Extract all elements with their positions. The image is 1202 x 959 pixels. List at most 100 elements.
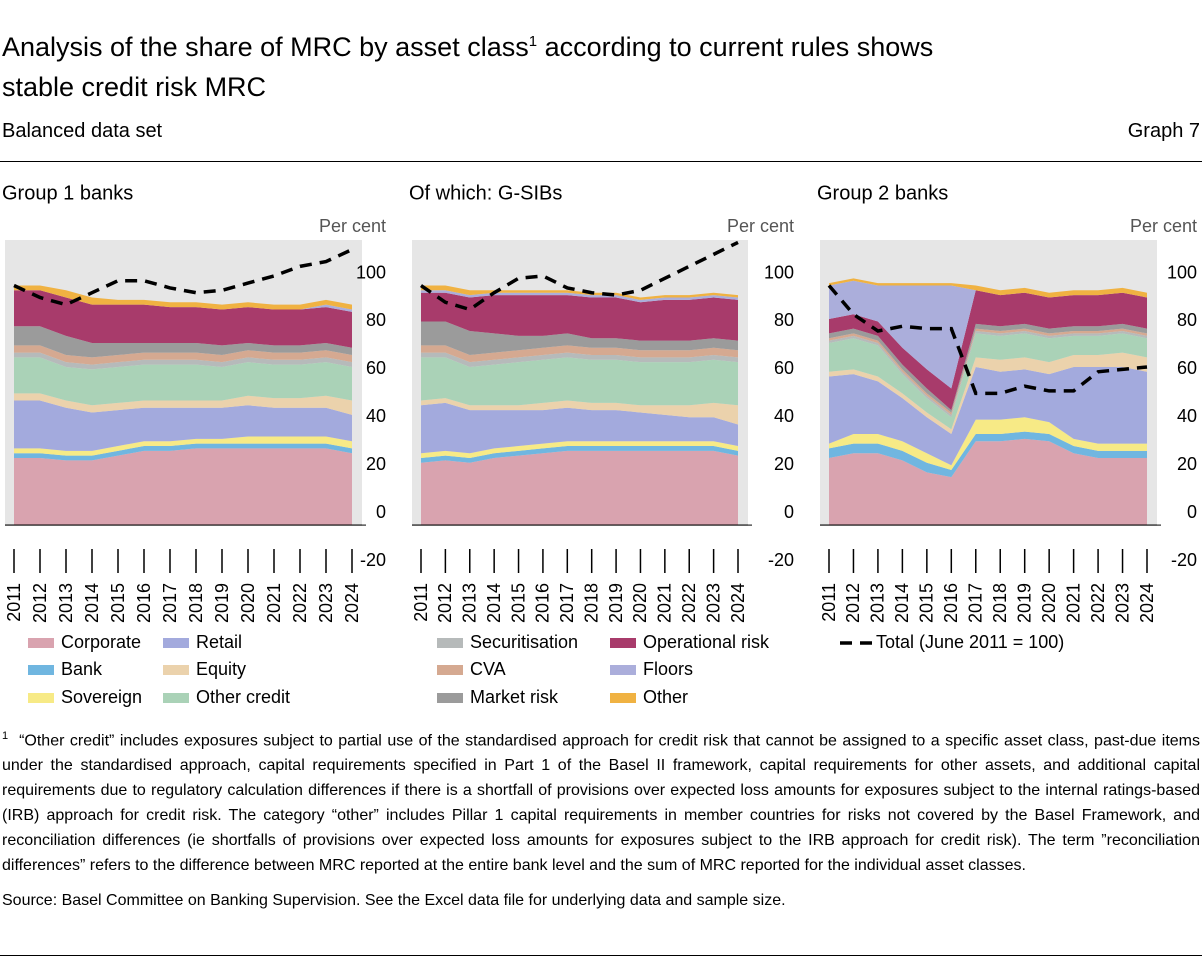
legend-label: Sovereign xyxy=(61,687,142,707)
area xyxy=(421,357,738,406)
panel-title: Group 1 banks xyxy=(2,182,133,204)
y-tick-label: 20 xyxy=(774,454,794,474)
area xyxy=(421,292,738,341)
x-tick-label: 2015 xyxy=(108,583,128,623)
y-tick-label: -20 xyxy=(360,550,386,570)
x-tick-label: 2019 xyxy=(606,583,626,623)
area xyxy=(14,357,352,406)
y-tick-label: 80 xyxy=(774,310,794,330)
area xyxy=(14,443,352,461)
x-tick-label: 2022 xyxy=(679,583,699,623)
y-tick-label: 60 xyxy=(366,358,386,378)
y-tick-label: -20 xyxy=(768,550,794,570)
y-tick-label: 0 xyxy=(1187,502,1197,522)
y-tick-label: 80 xyxy=(366,310,386,330)
area xyxy=(421,290,738,303)
area xyxy=(829,328,1147,415)
legend-label: Other xyxy=(643,687,688,707)
x-tick-label: 2015 xyxy=(508,583,528,623)
legend-swatch xyxy=(437,665,463,675)
y-unit: Per cent xyxy=(1130,216,1197,236)
area xyxy=(421,450,738,526)
y-tick-label: 60 xyxy=(774,358,794,378)
x-tick-label: 2023 xyxy=(1112,583,1132,623)
x-tick-label: 2024 xyxy=(342,583,362,623)
x-tick-label: 2016 xyxy=(134,583,154,623)
y-tick-label: 40 xyxy=(774,406,794,426)
title-text: according to current rules shows stable … xyxy=(2,32,934,102)
rule xyxy=(0,955,1202,956)
x-tick-label: 2018 xyxy=(186,583,206,623)
area xyxy=(829,323,1147,413)
x-tick-label: 2017 xyxy=(966,583,986,623)
x-tick-label: 2020 xyxy=(238,583,258,623)
area xyxy=(14,285,352,310)
x-tick-label: 2021 xyxy=(655,583,675,623)
area xyxy=(14,436,352,456)
area xyxy=(421,446,738,463)
legend-swatch xyxy=(437,693,463,703)
x-tick-label: 2020 xyxy=(1039,583,1059,623)
x-tick-label: 2011 xyxy=(411,583,431,622)
area xyxy=(421,402,738,454)
legend-label: CVA xyxy=(470,659,506,679)
panel-title: Of which: G-SIBs xyxy=(409,182,562,204)
legend-swatch xyxy=(28,693,54,703)
total-line xyxy=(420,240,739,312)
legend-swatch xyxy=(163,693,189,703)
x-tick-label: 2022 xyxy=(290,583,310,623)
y-unit: Per cent xyxy=(319,216,386,236)
y-tick-label: 20 xyxy=(366,454,386,474)
area xyxy=(421,398,738,425)
x-tick-label: 2016 xyxy=(941,583,961,623)
total-line xyxy=(13,247,353,307)
legend-label: Securitisation xyxy=(470,632,578,652)
legend-label: Floors xyxy=(643,659,693,679)
x-tick-label: 2017 xyxy=(557,583,577,623)
legend-label: Bank xyxy=(61,659,103,679)
x-tick-label: 2014 xyxy=(82,583,102,623)
x-tick-label: 2018 xyxy=(581,583,601,623)
x-tick-label: 2014 xyxy=(892,583,912,623)
y-tick-label: 60 xyxy=(1177,358,1197,378)
area xyxy=(14,393,352,415)
x-tick-label: 2015 xyxy=(917,583,937,623)
subtitle: Balanced data set xyxy=(2,120,163,142)
x-tick-label: 2023 xyxy=(703,583,723,623)
x-tick-label: 2013 xyxy=(868,583,888,623)
x-tick-label: 2013 xyxy=(460,583,480,623)
area xyxy=(829,331,1147,418)
area xyxy=(829,352,1147,435)
area xyxy=(14,400,352,451)
y-tick-label: 80 xyxy=(1177,310,1197,330)
graph-number: Graph 7 xyxy=(1127,120,1200,142)
title-text: Analysis of the share of MRC by asset cl… xyxy=(2,32,529,62)
y-tick-label: 40 xyxy=(1177,406,1197,426)
footnote-text: “Other credit” includes exposures subjec… xyxy=(2,732,1201,875)
footnote-mark: 1 xyxy=(2,730,9,742)
x-tick-label: 2017 xyxy=(160,583,180,623)
title-note: 1 xyxy=(528,33,538,50)
y-tick-label: 100 xyxy=(356,262,386,282)
legend-swatch xyxy=(163,665,189,675)
notes: 1 “Other credit” includes exposures subj… xyxy=(2,724,1200,923)
legend-swatch xyxy=(437,638,463,648)
x-tick-label: 2014 xyxy=(484,583,504,623)
area xyxy=(14,448,352,526)
area xyxy=(421,285,738,300)
legend-swatch xyxy=(610,693,636,703)
y-tick-label: 20 xyxy=(1177,454,1197,474)
x-tick-label: 2016 xyxy=(533,583,553,623)
x-tick-label: 2012 xyxy=(435,583,455,623)
source: Source: Basel Committee on Banking Super… xyxy=(2,892,786,910)
x-tick-label: 2021 xyxy=(1063,583,1083,623)
area xyxy=(421,441,738,459)
legend-swatch xyxy=(28,638,54,648)
area xyxy=(421,352,738,367)
x-tick-label: 2023 xyxy=(316,583,336,623)
x-tick-label: 2019 xyxy=(1014,583,1034,623)
y-tick-label: 0 xyxy=(784,502,794,522)
y-tick-label: -20 xyxy=(1171,550,1197,570)
rule xyxy=(0,161,1202,162)
area xyxy=(829,417,1147,470)
